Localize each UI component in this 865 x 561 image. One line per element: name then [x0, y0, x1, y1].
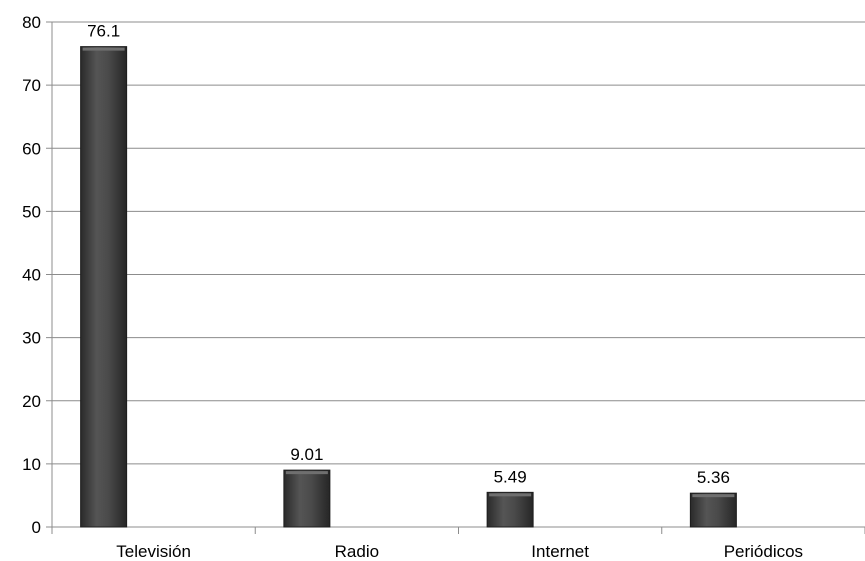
y-tick-label: 70	[22, 76, 41, 95]
y-tick-label: 40	[22, 266, 41, 285]
bar	[689, 492, 737, 528]
bar-top-highlight	[692, 494, 735, 498]
data-label: 5.49	[494, 467, 527, 486]
category-label: Radio	[335, 542, 379, 561]
category-label: Periódicos	[724, 542, 803, 561]
category-label: Televisión	[116, 542, 191, 561]
y-axis-ticks: 0 10 20 30 40 50 60 70 80	[22, 13, 41, 537]
bar	[486, 491, 534, 528]
bar-top-highlight	[285, 471, 328, 475]
gridlines	[52, 21, 865, 465]
bar-top-highlight	[489, 493, 532, 497]
data-label: 76.1	[87, 22, 120, 41]
data-label: 9.01	[290, 445, 323, 464]
data-label: 5.36	[697, 468, 730, 487]
y-tick-label: 60	[22, 139, 41, 158]
y-tick-label: 80	[22, 13, 41, 32]
bars	[80, 46, 737, 528]
axes	[46, 21, 865, 534]
x-axis-categories: Televisión Radio Internet Periódicos	[116, 542, 803, 561]
bar	[283, 469, 331, 528]
y-tick-label: 0	[32, 518, 41, 537]
y-tick-label: 50	[22, 202, 41, 221]
bar	[80, 46, 128, 528]
y-tick-label: 30	[22, 329, 41, 348]
data-labels: 76.1 9.01 5.49 5.36	[87, 22, 730, 488]
bar-top-highlight	[82, 47, 125, 51]
category-label: Internet	[531, 542, 589, 561]
y-tick-label: 10	[22, 455, 41, 474]
y-tick-label: 20	[22, 392, 41, 411]
